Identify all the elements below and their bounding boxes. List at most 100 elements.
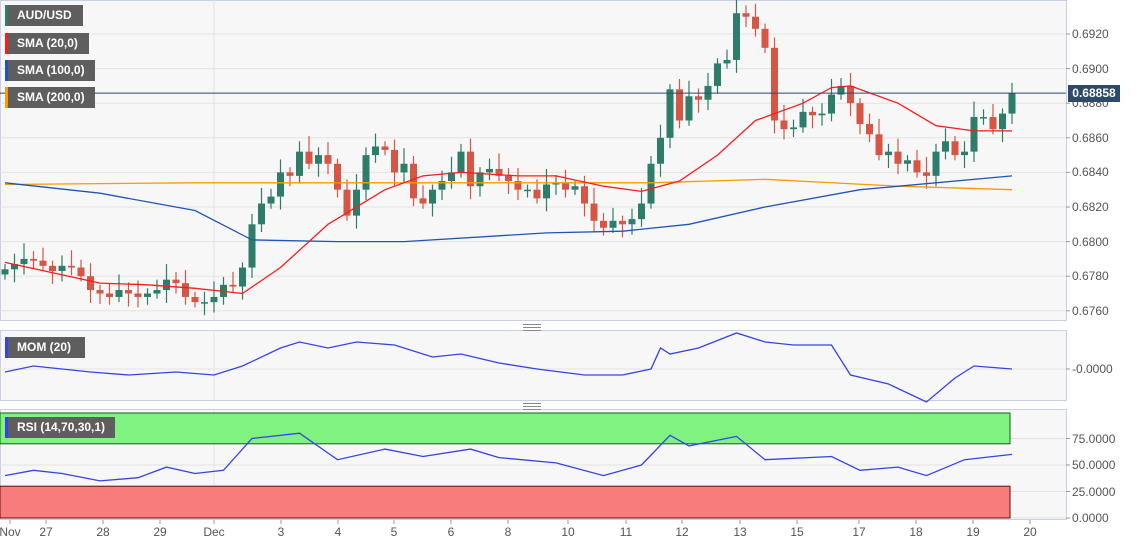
candle-up [685,96,693,121]
candle-up [438,181,446,190]
legend-sma200[interactable]: SMA (200,0) [5,87,95,108]
candle-down [875,134,883,156]
candle-up [58,265,66,272]
candle-up [277,172,284,197]
date-tick-label: 8 [504,525,512,539]
candle-up [999,113,1006,130]
date-tick-label: Nov [0,525,21,539]
candle-down [866,123,873,135]
candle-down [581,186,588,204]
candle-down [229,284,237,287]
candle-up [210,296,218,303]
sma100-line [4,175,1013,243]
date-tick-label: 27 [39,525,53,539]
candle-down [533,189,541,199]
legend-color-bar [5,337,8,358]
momentum-line [4,332,1013,403]
candle-down [343,189,351,216]
price-tick-label: 0.6860 [1072,130,1109,145]
date-tick-label: 12 [675,525,689,539]
date-tick-label: 19 [966,525,980,539]
candle-down [856,103,864,124]
date-tick-label: 3 [277,525,285,539]
candle-up [20,258,28,265]
panel-resize-handle[interactable] [523,403,541,410]
candle-up [1,269,9,275]
candle-up [961,151,968,156]
candle-down [391,149,398,173]
mom-tick-label: -0.0000 [1072,362,1113,376]
panel-resize-handle[interactable] [523,324,541,331]
candle-up [400,163,408,173]
legend-color-bar [5,5,8,26]
legend-color-bar [5,33,8,54]
date-tick-label: Dec [203,525,225,539]
date-tick-label: 10 [561,525,575,539]
candle-down [562,182,569,190]
legend-symbol-label: AUD/USD [17,8,72,22]
candle-down [495,168,503,176]
date-tick-label: 18 [909,525,923,539]
legend-mom[interactable]: MOM (20) [5,337,85,358]
price-tick-label: 0.6840 [1072,165,1109,180]
candle-up [258,203,265,225]
candle-up [657,137,664,164]
candle-down [771,47,778,121]
candle-down [761,28,769,48]
legend-color-bar [5,417,8,438]
candle-down [182,283,189,297]
date-tick-label: 6 [447,525,455,539]
sma200-line [4,178,1013,191]
candle-up [885,151,892,156]
candle-down [39,260,47,266]
candle-up [818,113,826,116]
rsi-overbought-zone [0,412,1011,445]
legend-sma20[interactable]: SMA (20,0) [5,33,89,54]
candle-up [571,186,579,190]
rsi-oversold-zone [0,485,1011,519]
candle-down [467,151,474,187]
price-tick-label: 0.6900 [1072,61,1109,76]
candle-down [742,13,750,17]
candle-down [96,290,104,294]
candle-down [505,175,512,182]
candle-up [733,13,740,60]
legend-rsi-label: RSI (14,70,30,1) [17,420,106,434]
momentum-panel [0,330,1067,401]
candle-down [191,296,199,303]
rsi-tick-label: 75.0000 [1072,431,1116,446]
candle-down [334,163,341,190]
legend-symbol[interactable]: AUD/USD [5,5,83,26]
candle-up [201,302,208,304]
candle-up [609,220,617,228]
price-tick-label: 0.6800 [1072,234,1109,249]
candle-up [267,196,275,204]
candle-down [286,172,294,176]
date-tick-label: 28 [96,525,110,539]
legend-rsi[interactable]: RSI (14,70,30,1) [5,417,115,438]
candle-up [552,182,560,185]
candle-up [315,155,322,164]
candle-up [476,172,484,187]
candle-up [932,151,940,176]
candle-up [904,160,911,164]
date-tick-label: 15 [790,525,804,539]
sma20-line [4,85,1012,295]
candle-up [115,290,123,297]
candle-up [723,59,731,64]
candle-up [153,290,161,294]
price-tick-label: 0.6820 [1072,200,1109,214]
date-tick-label: 4 [334,525,342,539]
candle-up [457,151,465,173]
rsi-tick-label: 0.0000 [1072,511,1109,525]
candle-up [448,172,455,182]
legend-sma100[interactable]: SMA (100,0) [5,60,95,81]
candle-down [923,172,930,176]
legend-sma20-label: SMA (20,0) [17,36,78,50]
candle-up [362,155,370,190]
candle-up [163,279,170,291]
candle-down [676,89,683,121]
candle-up [647,163,655,204]
rsi-tick-label: 50.0000 [1072,458,1116,472]
